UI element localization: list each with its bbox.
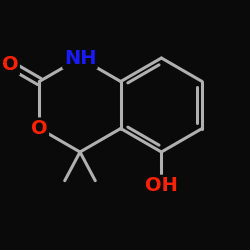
Text: OH: OH [145,176,178,195]
Text: O: O [31,119,48,138]
Text: O: O [2,55,18,74]
Text: NH: NH [64,48,96,68]
